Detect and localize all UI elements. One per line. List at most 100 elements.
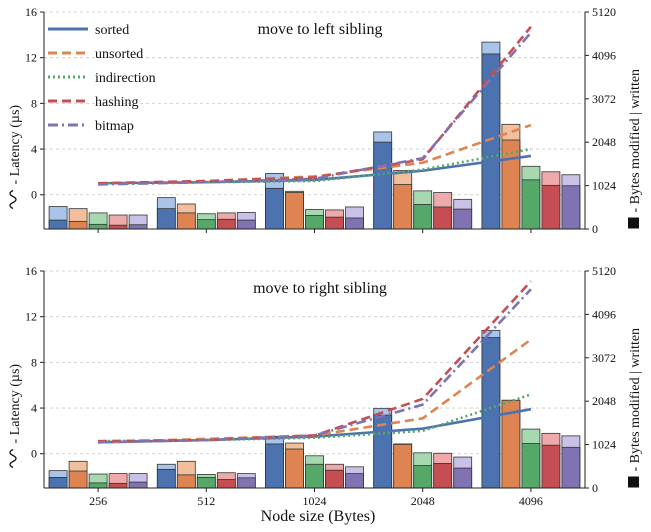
legend-label: unsorted	[95, 47, 143, 62]
bar-bytes-modified	[265, 443, 284, 489]
panel-title: move to right sibling	[253, 280, 387, 297]
x-tick-label: 4096	[519, 494, 543, 508]
bar-bytes-modified	[196, 219, 216, 230]
bar-bytes-modified	[345, 473, 364, 489]
bar-bytes-modified	[128, 224, 148, 230]
bar-bytes-modified	[196, 477, 216, 489]
legend-label: bitmap	[95, 119, 134, 134]
bar-bytes-modified	[216, 218, 236, 230]
bar-bytes-modified	[541, 444, 561, 489]
legend-label: indirection	[95, 71, 156, 86]
bar-bytes-modified	[128, 481, 148, 489]
y-tick-label-right: 4096	[592, 48, 616, 62]
bar-bytes-modified	[413, 204, 433, 230]
y-tick-label-left: 0	[31, 447, 37, 461]
y-tick-label-right: 0	[592, 481, 598, 495]
bar-bytes-modified	[433, 206, 453, 230]
bar-bytes-modified	[48, 219, 68, 230]
latency-line-unsorted	[98, 123, 532, 185]
x-tick-label: 512	[197, 494, 215, 508]
y-tick-label-right: 5120	[592, 5, 616, 19]
bar-swatch-icon	[628, 476, 639, 488]
bar-bytes-modified	[561, 446, 581, 489]
y-tick-label-left: 0	[31, 188, 37, 202]
bar-bytes-modified	[236, 219, 256, 230]
bar-bytes-modified	[325, 469, 344, 489]
bar-bytes-modified	[108, 224, 128, 230]
y-tick-label-left: 16	[25, 5, 37, 19]
latency-line-hashing	[98, 26, 532, 185]
bar-bytes-modified	[393, 184, 413, 230]
y-axis-label-right: - Bytes modified | written	[628, 69, 643, 229]
bar-bytes-modified	[285, 192, 304, 230]
chart-panel-1: 0 4 8 12 16 0 1024 2048 3072 4096 5120 move to left…	[8, 5, 643, 236]
y-tick-label-left: 4	[31, 401, 37, 415]
bar-bytes-modified	[305, 215, 324, 230]
latency-line-bitmap	[98, 288, 532, 444]
latency-line-hashing	[98, 280, 532, 443]
bar-bytes-modified	[521, 443, 541, 489]
bar-bytes-modified	[541, 184, 561, 230]
bar-bytes-modified	[373, 414, 393, 489]
bar-bytes-modified	[265, 187, 284, 230]
bar-bytes-modified	[236, 477, 256, 489]
bar-bytes-modified	[393, 443, 413, 489]
y-axis-label-text: - Latency (µs)	[8, 364, 23, 444]
y-tick-label-right: 1024	[592, 438, 616, 452]
y-tick-label-left: 4	[31, 142, 37, 156]
bar-bytes-modified	[305, 463, 324, 489]
bar-bytes-modified	[216, 479, 236, 489]
bar-bytes-modified	[68, 220, 88, 230]
legend: sorted unsorted indirection hashing bitmap	[48, 23, 156, 134]
legend-label: hashing	[95, 95, 139, 110]
x-tick-label: 1024	[303, 494, 327, 508]
y-tick-label-left: 8	[31, 355, 37, 369]
squiggle-line-icon	[9, 189, 17, 210]
bar-bytes-modified	[345, 217, 364, 230]
y-tick-label-right: 5120	[592, 264, 616, 278]
y-tick-label-left: 12	[25, 310, 37, 324]
y-tick-label-right: 1024	[592, 179, 616, 193]
bar-bytes-modified	[88, 482, 108, 489]
squiggle-line-icon	[9, 448, 17, 469]
bar-bytes-modified	[325, 216, 344, 230]
bar-bytes-modified	[156, 468, 176, 489]
chart-panel-2: 0 4 8 12 16 0 1024 2048 3072 4096 5120 256 512 1024 20…	[8, 264, 643, 508]
latency-line-indirection	[98, 147, 532, 185]
bar-swatch-icon	[628, 217, 639, 229]
y-tick-label-right: 2048	[592, 394, 616, 408]
latency-line-indirection	[98, 393, 532, 443]
y-axis-label-text: - Bytes modified | written	[628, 328, 643, 472]
y-tick-label-left: 8	[31, 96, 37, 110]
y-tick-label-right: 3072	[592, 351, 616, 365]
bar-bytes-modified	[176, 212, 196, 230]
y-tick-label-right: 3072	[592, 92, 616, 106]
y-tick-label-left: 16	[25, 264, 37, 278]
x-axis-label: Node size (Bytes)	[261, 508, 376, 525]
panel-title: move to left sibling	[258, 21, 383, 38]
y-axis-label-text: - Bytes modified | written	[628, 69, 643, 213]
bar-bytes-modified	[453, 467, 473, 489]
latency-line-unsorted	[98, 338, 532, 444]
y-axis-label-left: - Latency (µs)	[8, 105, 23, 210]
bar-bytes-modified	[285, 448, 304, 489]
bar-bytes-modified	[501, 139, 521, 230]
bar-bytes-modified	[373, 141, 393, 230]
bar-bytes-modified	[156, 208, 176, 230]
x-tick-label: 2048	[411, 494, 435, 508]
bar-bytes-modified	[561, 185, 581, 230]
y-tick-label-right: 4096	[592, 307, 616, 321]
bar-bytes-modified	[68, 470, 88, 489]
bar-bytes-modified	[433, 463, 453, 489]
bar-bytes-modified	[176, 474, 196, 489]
bar-bytes-modified	[48, 477, 68, 489]
latency-line-sorted	[98, 154, 532, 185]
y-axis-label-left: - Latency (µs)	[8, 364, 23, 469]
x-tick-label: 256	[89, 494, 107, 508]
y-tick-label-right: 0	[592, 222, 598, 236]
y-tick-label-right: 2048	[592, 135, 616, 149]
bar-bytes-modified	[521, 179, 541, 230]
bar-bytes-modified	[413, 465, 433, 489]
